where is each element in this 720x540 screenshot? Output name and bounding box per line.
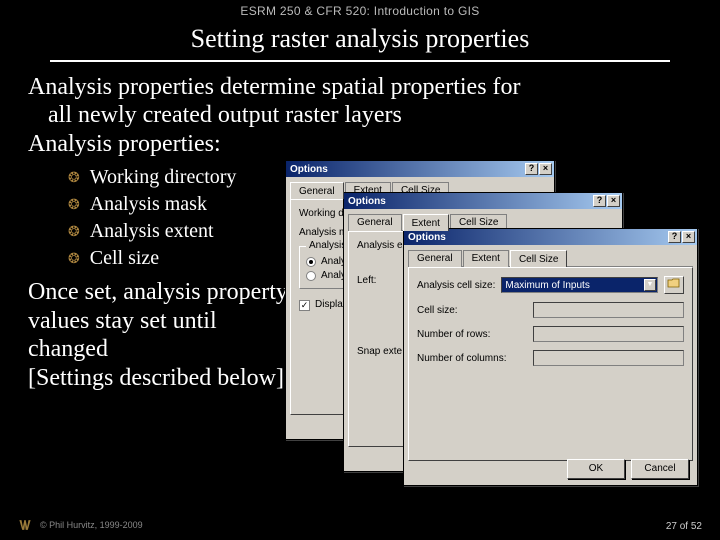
- para1-line2: all newly created output raster layers: [48, 102, 402, 128]
- bullet-item: Working directory: [68, 164, 692, 191]
- course-header: ESRM 250 & CFR 520: Introduction to GIS: [0, 0, 720, 18]
- para1-line1: Analysis properties determine spatial pr…: [28, 74, 521, 100]
- paragraph-3: Once set, analysis property values stay …: [28, 278, 298, 363]
- cancel-button[interactable]: Cancel: [631, 459, 689, 479]
- copyright-text: © Phil Hurvitz, 1999-2009: [40, 520, 143, 530]
- para3-text: Once set, analysis property values stay …: [28, 279, 288, 362]
- footer-left: © Phil Hurvitz, 1999-2009: [18, 518, 143, 532]
- uw-logo-icon: [18, 518, 32, 532]
- ok-button[interactable]: OK: [567, 459, 625, 479]
- bullet-item: Cell size: [68, 245, 692, 272]
- bullet-item: Analysis extent: [68, 218, 692, 245]
- slide: ESRM 250 & CFR 520: Introduction to GIS …: [0, 0, 720, 540]
- title-container: Setting raster analysis properties: [50, 22, 670, 62]
- bullet-item: Analysis mask: [68, 191, 692, 218]
- button-row: OK Cancel: [567, 459, 689, 479]
- paragraph-2: Analysis properties:: [28, 131, 692, 158]
- slide-title: Setting raster analysis properties: [50, 24, 670, 54]
- slide-body: Analysis properties determine spatial pr…: [0, 62, 720, 392]
- paragraph-1: Analysis properties determine spatial pr…: [28, 74, 692, 129]
- paragraph-4: [Settings described below]: [28, 365, 692, 392]
- bullet-list: Working directory Analysis mask Analysis…: [68, 164, 692, 272]
- page-counter: 27 of 52: [666, 521, 702, 532]
